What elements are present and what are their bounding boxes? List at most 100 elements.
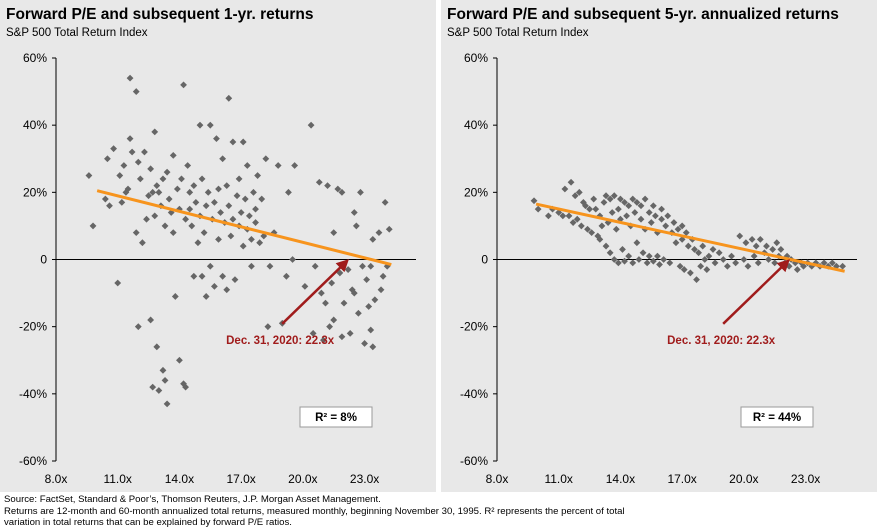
data-point: [367, 326, 375, 334]
data-point: [161, 377, 169, 384]
data-point: [367, 262, 375, 270]
y-tick-label: -40%: [460, 387, 488, 401]
data-point: [163, 400, 171, 408]
data-point: [582, 202, 589, 210]
data-point: [126, 74, 134, 82]
data-point: [147, 316, 155, 324]
data-point: [159, 175, 167, 183]
data-point: [684, 242, 692, 250]
x-tick-label: 14.0x: [165, 472, 194, 486]
x-tick-label: 11.0x: [103, 472, 131, 486]
data-point: [693, 276, 700, 284]
data-point: [748, 235, 756, 243]
data-point: [680, 266, 688, 273]
data-point: [361, 340, 368, 347]
data-point: [602, 242, 610, 250]
data-point: [629, 259, 637, 267]
data-point: [239, 242, 247, 250]
y-tick-label: -20%: [460, 320, 488, 334]
data-point: [828, 259, 836, 267]
data-point: [141, 148, 148, 156]
data-point: [649, 257, 657, 265]
x-tick-label: 23.0x: [791, 472, 820, 486]
data-point: [120, 162, 128, 169]
data-point: [330, 316, 338, 324]
data-point: [320, 336, 327, 344]
data-point: [719, 256, 727, 263]
x-tick-label: 17.0x: [226, 472, 255, 486]
data-point: [783, 252, 791, 260]
data-point: [357, 188, 364, 196]
data-point: [182, 383, 189, 391]
data-point: [180, 81, 187, 89]
data-point: [136, 175, 144, 183]
data-point: [369, 343, 377, 351]
y-tick-label: 0: [40, 253, 47, 267]
data-point: [584, 225, 591, 233]
data-point: [176, 356, 183, 364]
data-point: [363, 276, 371, 284]
y-tick-label: 20%: [23, 185, 47, 199]
data-point: [285, 188, 292, 196]
data-point: [592, 205, 600, 213]
data-point: [590, 195, 598, 203]
data-point: [301, 282, 309, 290]
data-point: [211, 282, 218, 290]
data-point: [678, 222, 686, 230]
x-tick-label: 20.0x: [288, 472, 317, 486]
data-point: [124, 185, 132, 193]
data-point: [672, 239, 680, 247]
data-point: [283, 272, 290, 280]
data-point: [625, 252, 633, 260]
data-point: [116, 172, 124, 179]
data-point: [381, 199, 389, 206]
data-point: [118, 199, 126, 206]
data-point: [660, 256, 668, 263]
data-point: [110, 145, 117, 153]
data-point: [169, 151, 177, 159]
data-point: [691, 246, 698, 253]
data-point: [705, 252, 713, 260]
data-point: [649, 202, 657, 210]
scatter-plot-1yr: 60% 40% 20% 0 -20% -40% -60% 8.0x 11.0x 14.0x 17.0…: [19, 51, 416, 486]
data-point: [225, 94, 233, 102]
data-point: [530, 197, 538, 205]
source-footnote: Source: FactSet, Standard & Poor’s, Thom…: [4, 494, 880, 529]
data-point: [223, 182, 231, 190]
annotation-label: Dec. 31, 2020: 22.3x: [667, 335, 776, 347]
y-tick-label: 40%: [23, 118, 47, 132]
data-point: [346, 329, 354, 337]
x-tick-label: 17.0x: [667, 472, 696, 486]
data-point: [328, 279, 336, 287]
data-point: [200, 229, 208, 237]
data-point: [645, 252, 653, 260]
y-tick-label: 20%: [464, 185, 488, 199]
data-point: [344, 266, 352, 273]
data-point: [610, 256, 618, 263]
data-point: [573, 215, 581, 223]
chart-panel-5yr: Forward P/E and subsequent 5-yr. annuali…: [441, 0, 877, 492]
data-point: [101, 195, 109, 203]
data-point: [765, 256, 772, 263]
data-point: [188, 222, 196, 230]
data-point: [202, 202, 210, 210]
data-point: [311, 262, 319, 270]
data-point: [182, 215, 189, 223]
scatter-plot-5yr: 60% 40% 20% 0 -20% -40% -60% 8.0x 11.0x 14.0x 17.0…: [460, 51, 857, 486]
r2-box: [740, 406, 814, 428]
data-point: [219, 155, 227, 163]
data-point: [629, 195, 637, 203]
data-point: [575, 188, 583, 196]
data-point: [256, 239, 264, 247]
data-point: [569, 219, 577, 226]
data-point: [149, 188, 157, 196]
data-point: [571, 192, 579, 200]
data-point: [198, 175, 206, 183]
data-point: [153, 343, 161, 351]
data-point: [330, 229, 338, 237]
data-point: [769, 246, 777, 253]
data-point: [839, 262, 846, 270]
data-point: [750, 252, 758, 260]
data-point: [379, 272, 387, 280]
data-point: [602, 192, 610, 200]
